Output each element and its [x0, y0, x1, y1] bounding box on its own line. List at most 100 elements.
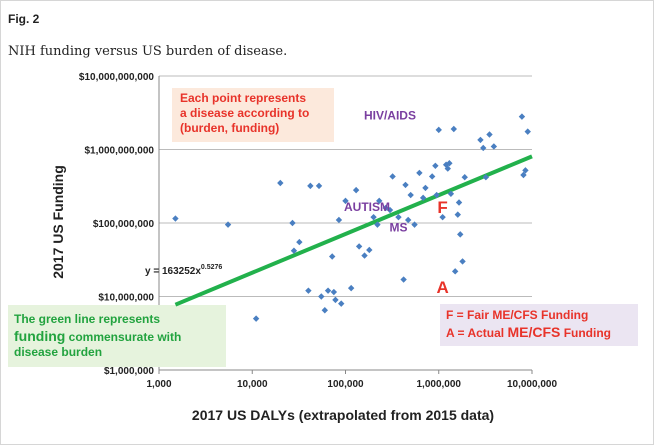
data-point: [335, 216, 343, 224]
data-point: [252, 315, 260, 322]
x-tick-label: 1,000,000: [417, 379, 462, 390]
y-tick-label: $1,000,000,000: [84, 146, 154, 157]
points-explanation-line-2: a disease according to: [180, 106, 309, 120]
data-point: [324, 287, 332, 294]
figure-caption: NIH funding versus US burden of disease.: [8, 44, 288, 59]
data-point: [338, 300, 345, 307]
data-point: [480, 144, 487, 152]
data-point: [389, 173, 396, 180]
data-point: [477, 136, 484, 144]
data-point: [305, 287, 312, 294]
data-point: [482, 173, 490, 181]
trend-equation: y = 163252x0.5276: [145, 264, 222, 277]
green-line-explanation-line-3: disease burden: [14, 345, 102, 359]
data-point: [422, 184, 429, 192]
data-point: [524, 128, 531, 135]
legend-actual-emph: ME/CFS: [507, 324, 560, 340]
data-point: [419, 194, 427, 202]
points-explanation-line-1: Each point represents: [180, 91, 306, 105]
trend-equation-base: y = 163252x: [145, 266, 201, 277]
data-points: [172, 113, 531, 322]
data-point: [355, 243, 363, 250]
data-point: [172, 215, 179, 222]
data-point: [402, 181, 409, 189]
x-tick-labels: 1,000 10,000 100,000 1,000,000 10,000,000: [146, 370, 557, 390]
data-point: [376, 197, 383, 205]
data-point: [455, 199, 463, 206]
points-explanation-box: [172, 88, 334, 142]
data-point: [224, 221, 232, 228]
green-line-explanation-box: [8, 305, 226, 367]
disease-labels: HIV/AIDS AUTISM MS: [344, 108, 416, 234]
data-point: [386, 206, 394, 214]
data-point: [447, 190, 455, 197]
data-point: [490, 143, 498, 150]
data-point: [451, 268, 459, 275]
y-tick-label: $100,000,000: [93, 219, 155, 230]
data-point: [289, 219, 296, 227]
legend-fair-funding: F = Fair ME/CFS Funding: [446, 308, 588, 322]
green-line-explanation-line-1: The green line represents: [14, 312, 160, 326]
legend-actual-prefix: A = Actual: [446, 326, 507, 340]
y-tick-label: $10,000,000,000: [79, 72, 155, 83]
data-point: [446, 160, 453, 167]
data-point: [428, 173, 436, 180]
data-point: [347, 284, 355, 292]
legend-box: [440, 304, 638, 346]
green-line-explanation-rest: commensurate with: [65, 330, 181, 344]
disease-label: AUTISM: [344, 200, 390, 214]
me-cfs-markers: FA: [436, 198, 448, 297]
data-point: [318, 293, 325, 300]
data-point: [416, 169, 423, 177]
data-point: [361, 252, 368, 259]
data-point: [342, 197, 349, 205]
data-point: [330, 288, 338, 296]
x-tick-label: 10,000: [237, 379, 268, 390]
marker-f: F: [437, 198, 447, 217]
disease-label: HIV/AIDS: [364, 108, 416, 122]
y-tick-label: $1,000,000: [104, 366, 154, 377]
data-point: [366, 246, 373, 254]
data-point: [404, 216, 412, 224]
data-point: [520, 171, 527, 179]
data-point: [457, 231, 464, 238]
points-explanation-line-3: (burden, funding): [180, 121, 279, 135]
y-axis-title: 2017 US Funding: [50, 165, 66, 279]
green-line-explanation-line-2: funding commensurate with: [14, 328, 181, 344]
data-point: [407, 191, 414, 199]
data-point: [400, 276, 407, 283]
data-point: [315, 182, 323, 190]
x-tick-label: 10,000,000: [507, 379, 557, 390]
data-point: [459, 258, 466, 265]
data-point: [486, 131, 493, 138]
trend-equation-exponent: 0.5276: [201, 264, 223, 271]
gridlines: [159, 75, 532, 297]
data-point: [307, 182, 314, 190]
data-point: [518, 113, 526, 120]
disease-label: MS: [389, 220, 407, 234]
data-point: [432, 162, 439, 170]
data-point: [411, 221, 418, 228]
x-tick-label: 1,000: [146, 379, 171, 390]
data-point: [444, 165, 451, 172]
data-point: [395, 213, 402, 221]
figure-label: Fig. 2: [8, 12, 40, 26]
data-point: [435, 126, 442, 134]
legend-actual-suffix: Funding: [560, 326, 611, 340]
data-point: [290, 247, 298, 254]
trend-line: [174, 154, 533, 307]
data-point: [374, 221, 381, 228]
legend-actual-funding: A = Actual ME/CFS Funding: [446, 324, 611, 340]
data-point: [522, 167, 529, 174]
data-point: [461, 173, 468, 181]
x-tick-label: 100,000: [327, 379, 364, 390]
trend-line-group: [174, 154, 533, 307]
funding-emphasis: funding: [14, 328, 65, 344]
data-point: [321, 307, 329, 314]
data-point: [332, 296, 339, 304]
marker-a: A: [436, 278, 448, 297]
data-point: [296, 238, 303, 246]
y-tick-label: $10,000,000: [98, 293, 154, 304]
data-point: [439, 213, 446, 221]
